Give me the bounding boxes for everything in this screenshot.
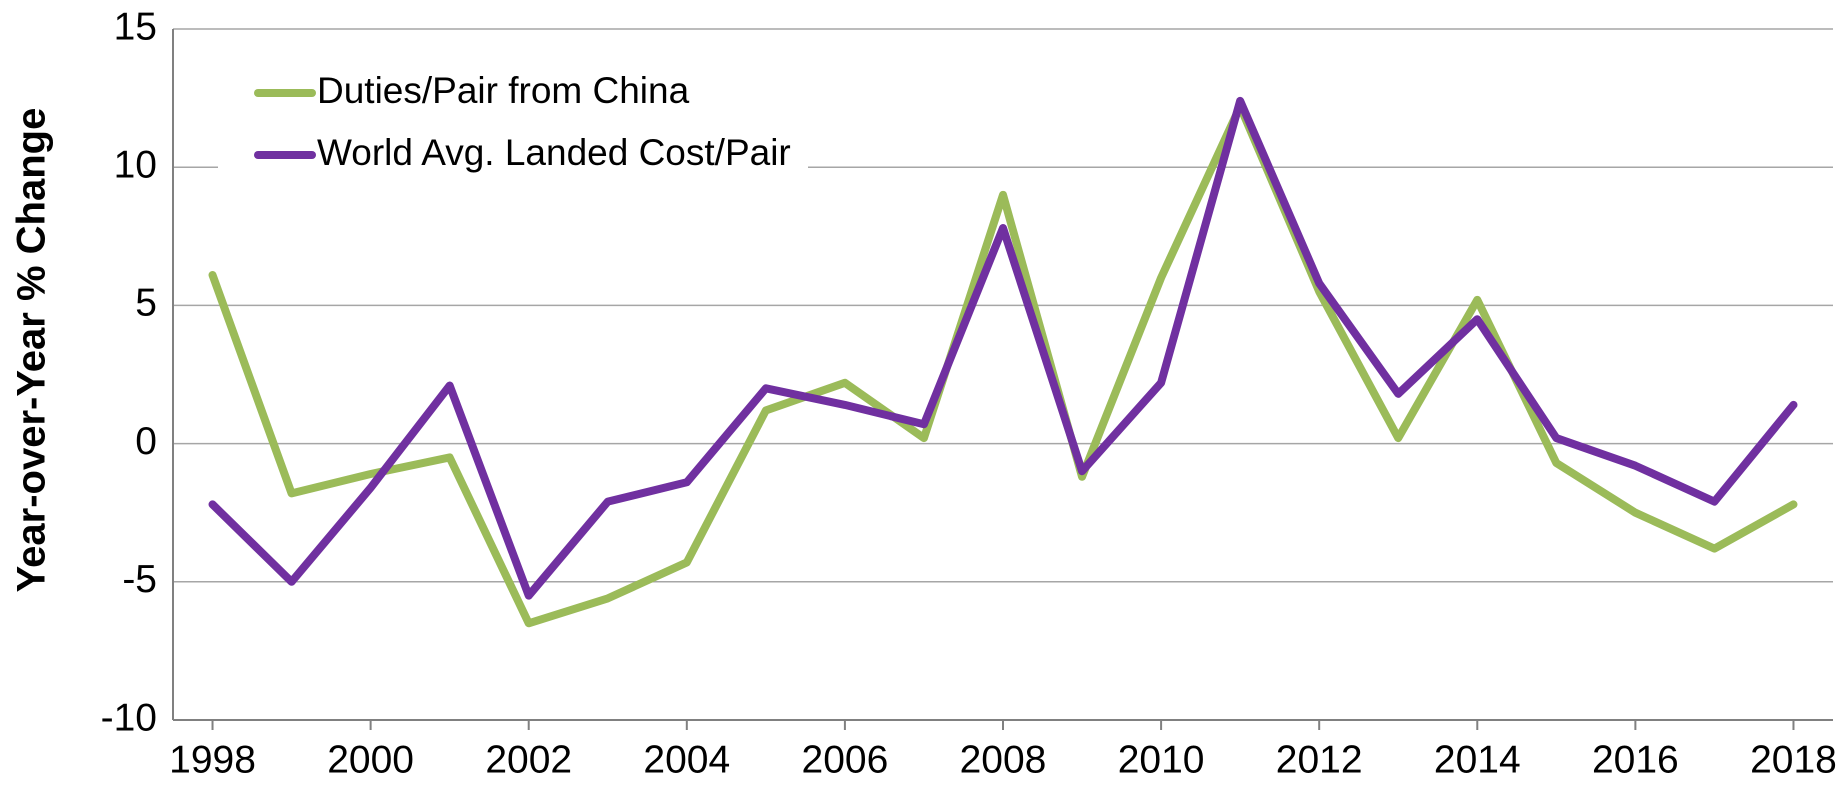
x-tick-label: 2006 bbox=[802, 738, 889, 781]
x-tick-label: 2016 bbox=[1592, 738, 1679, 781]
x-tick-label: 1998 bbox=[169, 738, 256, 781]
y-tick-label: -5 bbox=[122, 558, 157, 601]
data-line bbox=[208, 96, 1798, 600]
legend-box bbox=[218, 60, 808, 185]
y-tick-label: 10 bbox=[114, 143, 157, 186]
x-tick-label: 2000 bbox=[327, 738, 414, 781]
x-tick-label: 2010 bbox=[1118, 738, 1205, 781]
x-tick-label: 2014 bbox=[1434, 738, 1521, 781]
legend-label: Duties/Pair from China bbox=[317, 70, 690, 111]
x-tick-label: 2008 bbox=[960, 738, 1047, 781]
y-tick-label: 0 bbox=[135, 420, 157, 463]
x-tick-label: 2012 bbox=[1276, 738, 1363, 781]
x-tick-label: 2002 bbox=[485, 738, 572, 781]
legend-label: World Avg. Landed Cost/Pair bbox=[317, 132, 791, 173]
y-tick-label: -10 bbox=[101, 696, 157, 739]
y-tick-label: 5 bbox=[135, 282, 157, 325]
x-tick-label: 2018 bbox=[1750, 738, 1837, 781]
y-tick-label: 15 bbox=[114, 5, 157, 48]
data-line bbox=[208, 102, 1798, 628]
x-tick-label: 2004 bbox=[643, 738, 730, 781]
y-axis-label: Year-over-Year % Change bbox=[10, 108, 54, 593]
